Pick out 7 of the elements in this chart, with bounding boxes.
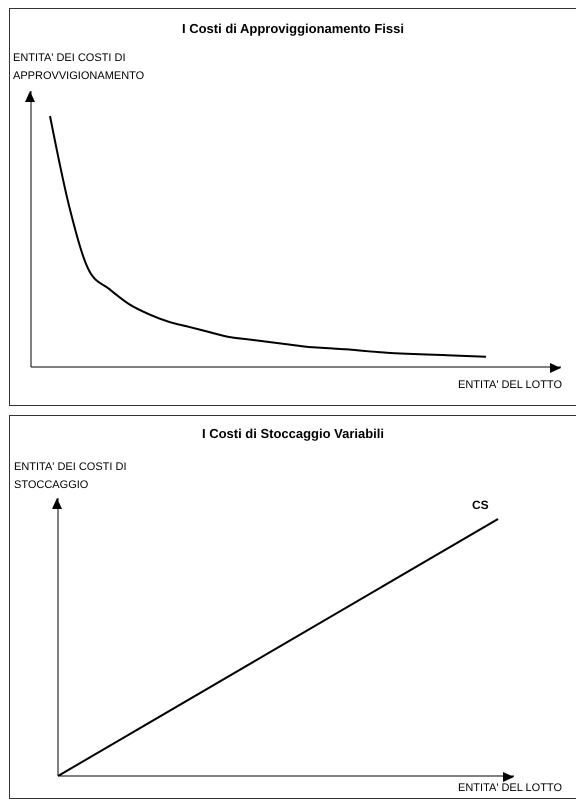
x-axis-title: ENTITA' DEL LOTTO	[458, 782, 562, 794]
y-axis-title: ENTITA' DEI COSTI DI APPROVVIGIONAMENTO	[13, 51, 146, 84]
x-axis-title: ENTITA' DEL LOTTO	[458, 379, 562, 391]
y-axis-title: ENTITA' DEI COSTI DI STOCCAGGIO	[14, 460, 128, 493]
series-label: CS	[472, 498, 489, 512]
chart-title: I Costi di Approviggionamento Fissi	[181, 21, 405, 36]
chart-title: I Costi di Stoccaggio Variabili	[200, 426, 386, 441]
